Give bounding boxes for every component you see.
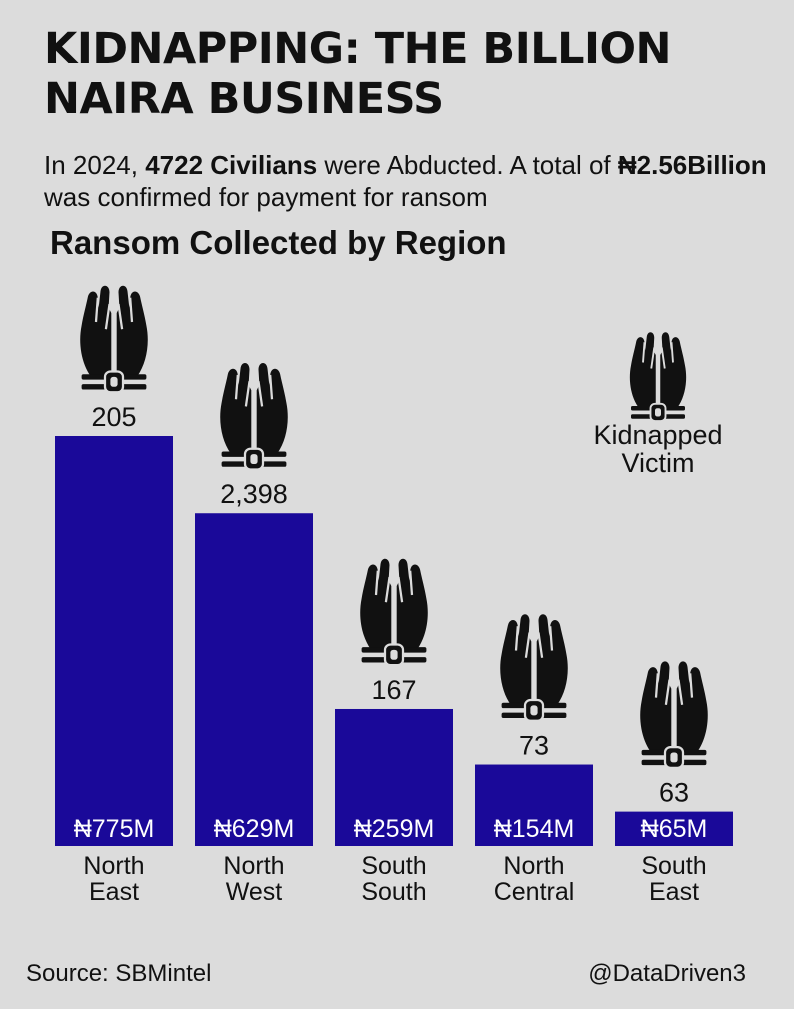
bar (615, 811, 733, 846)
author-handle: @DataDriven3 (588, 960, 746, 987)
category-label: Central (494, 878, 575, 906)
title-line-2: NAIRA BUSINESS (44, 74, 444, 124)
ransom-total: ₦2.56Billion (617, 150, 767, 180)
chart-title: Ransom Collected by Region (50, 224, 507, 261)
bound-hands-icon (499, 613, 569, 722)
subtitle: In 2024, 4722 Civilians were Abducted. A… (44, 149, 784, 213)
bound-hands-icon (359, 557, 429, 667)
bar-value-label: ₦259M (354, 815, 435, 843)
category-label: North (503, 852, 564, 880)
category-label: South (641, 852, 706, 880)
category-label: South (361, 878, 426, 906)
victim-count-label: 73 (519, 731, 549, 761)
bound-hands-icon (628, 331, 688, 422)
bar-value-label: ₦775M (74, 815, 155, 843)
page-title: KIDNAPPING: THE BILLION NAIRA BUSINESS (44, 24, 764, 124)
source-note: Source: SBMintel (26, 960, 212, 987)
bar (55, 436, 173, 846)
category-label: South (361, 852, 426, 880)
bar (195, 513, 313, 846)
victim-count-label: 167 (371, 675, 416, 705)
legend-label-line-1: Kidnapped (593, 420, 722, 450)
bound-hands-icon (79, 284, 149, 394)
title-line-1: KIDNAPPING: THE BILLION (44, 24, 672, 74)
category-label: East (649, 878, 699, 906)
subtitle-text-3: was confirmed for payment for ransom (44, 182, 488, 212)
bound-hands-icon (219, 361, 289, 471)
victim-count-label: 63 (659, 778, 689, 808)
bar (475, 764, 593, 846)
bar-value-label: ₦154M (494, 815, 575, 843)
category-label: West (226, 878, 283, 906)
bar-value-label: ₦629M (214, 815, 295, 843)
civilians-count: 4722 Civilians (145, 150, 318, 180)
category-label: East (89, 878, 139, 906)
victim-count-label: 205 (91, 402, 136, 432)
legend: Kidnapped Victim (593, 331, 723, 478)
category-label: North (223, 852, 284, 880)
bars-layer: ₦775M205NorthEast₦629M2,398NorthWest₦259… (55, 284, 733, 906)
subtitle-text-1: In 2024, (44, 150, 146, 180)
category-label: North (83, 852, 144, 880)
victim-count-label: 2,398 (220, 479, 288, 509)
bar (335, 708, 453, 846)
bar-value-label: ₦65M (641, 815, 708, 843)
bound-hands-icon (639, 660, 709, 769)
legend-label-line-2: Victim (621, 448, 694, 478)
subtitle-text-2: were Abducted. A total of (317, 150, 618, 180)
